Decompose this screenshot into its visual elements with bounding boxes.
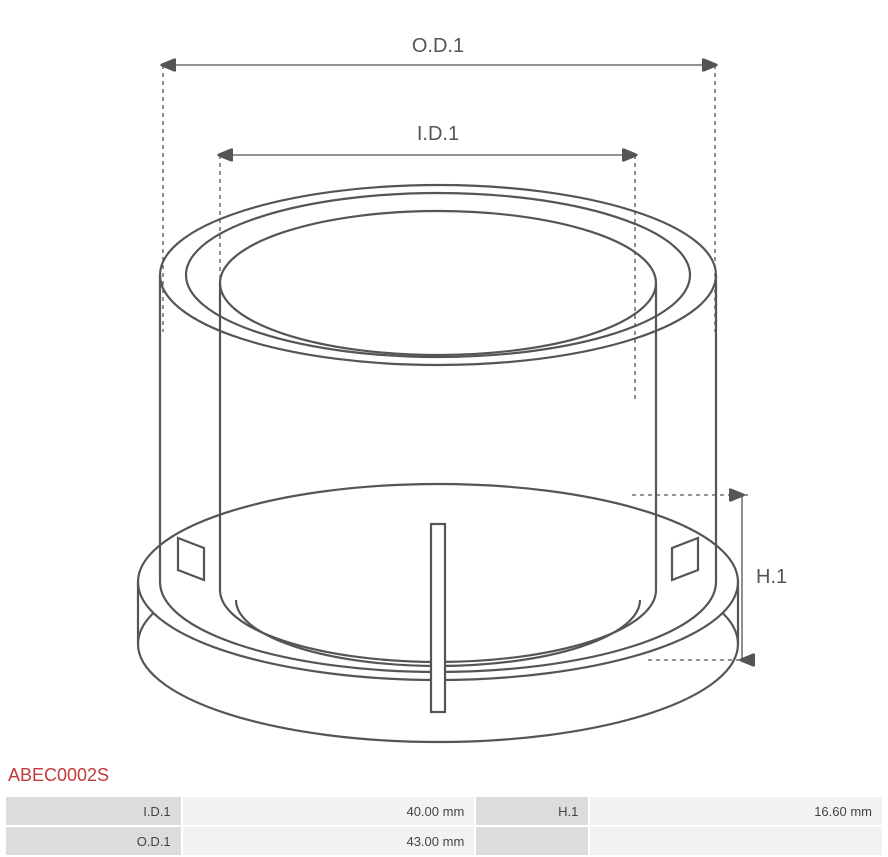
- cell-id-label: I.D.1: [5, 796, 182, 826]
- cell-empty: [475, 826, 589, 856]
- dimension-table: I.D.1 40.00 mm H.1 16.60 mm O.D.1 43.00 …: [4, 795, 884, 857]
- cell-h-value: 16.60 mm: [589, 796, 883, 826]
- dim-od-label: O.D.1: [412, 35, 464, 57]
- cell-od-value: 43.00 mm: [182, 826, 476, 856]
- cell-od-label: O.D.1: [5, 826, 182, 856]
- table-row: O.D.1 43.00 mm: [5, 826, 883, 856]
- cell-empty: [589, 826, 883, 856]
- dim-h-label: H.1: [756, 566, 787, 588]
- cell-h-label: H.1: [475, 796, 589, 826]
- cell-id-value: 40.00 mm: [182, 796, 476, 826]
- part-number: ABEC0002S: [8, 765, 109, 786]
- dim-id-label: I.D.1: [417, 123, 459, 145]
- table-row: I.D.1 40.00 mm H.1 16.60 mm: [5, 796, 883, 826]
